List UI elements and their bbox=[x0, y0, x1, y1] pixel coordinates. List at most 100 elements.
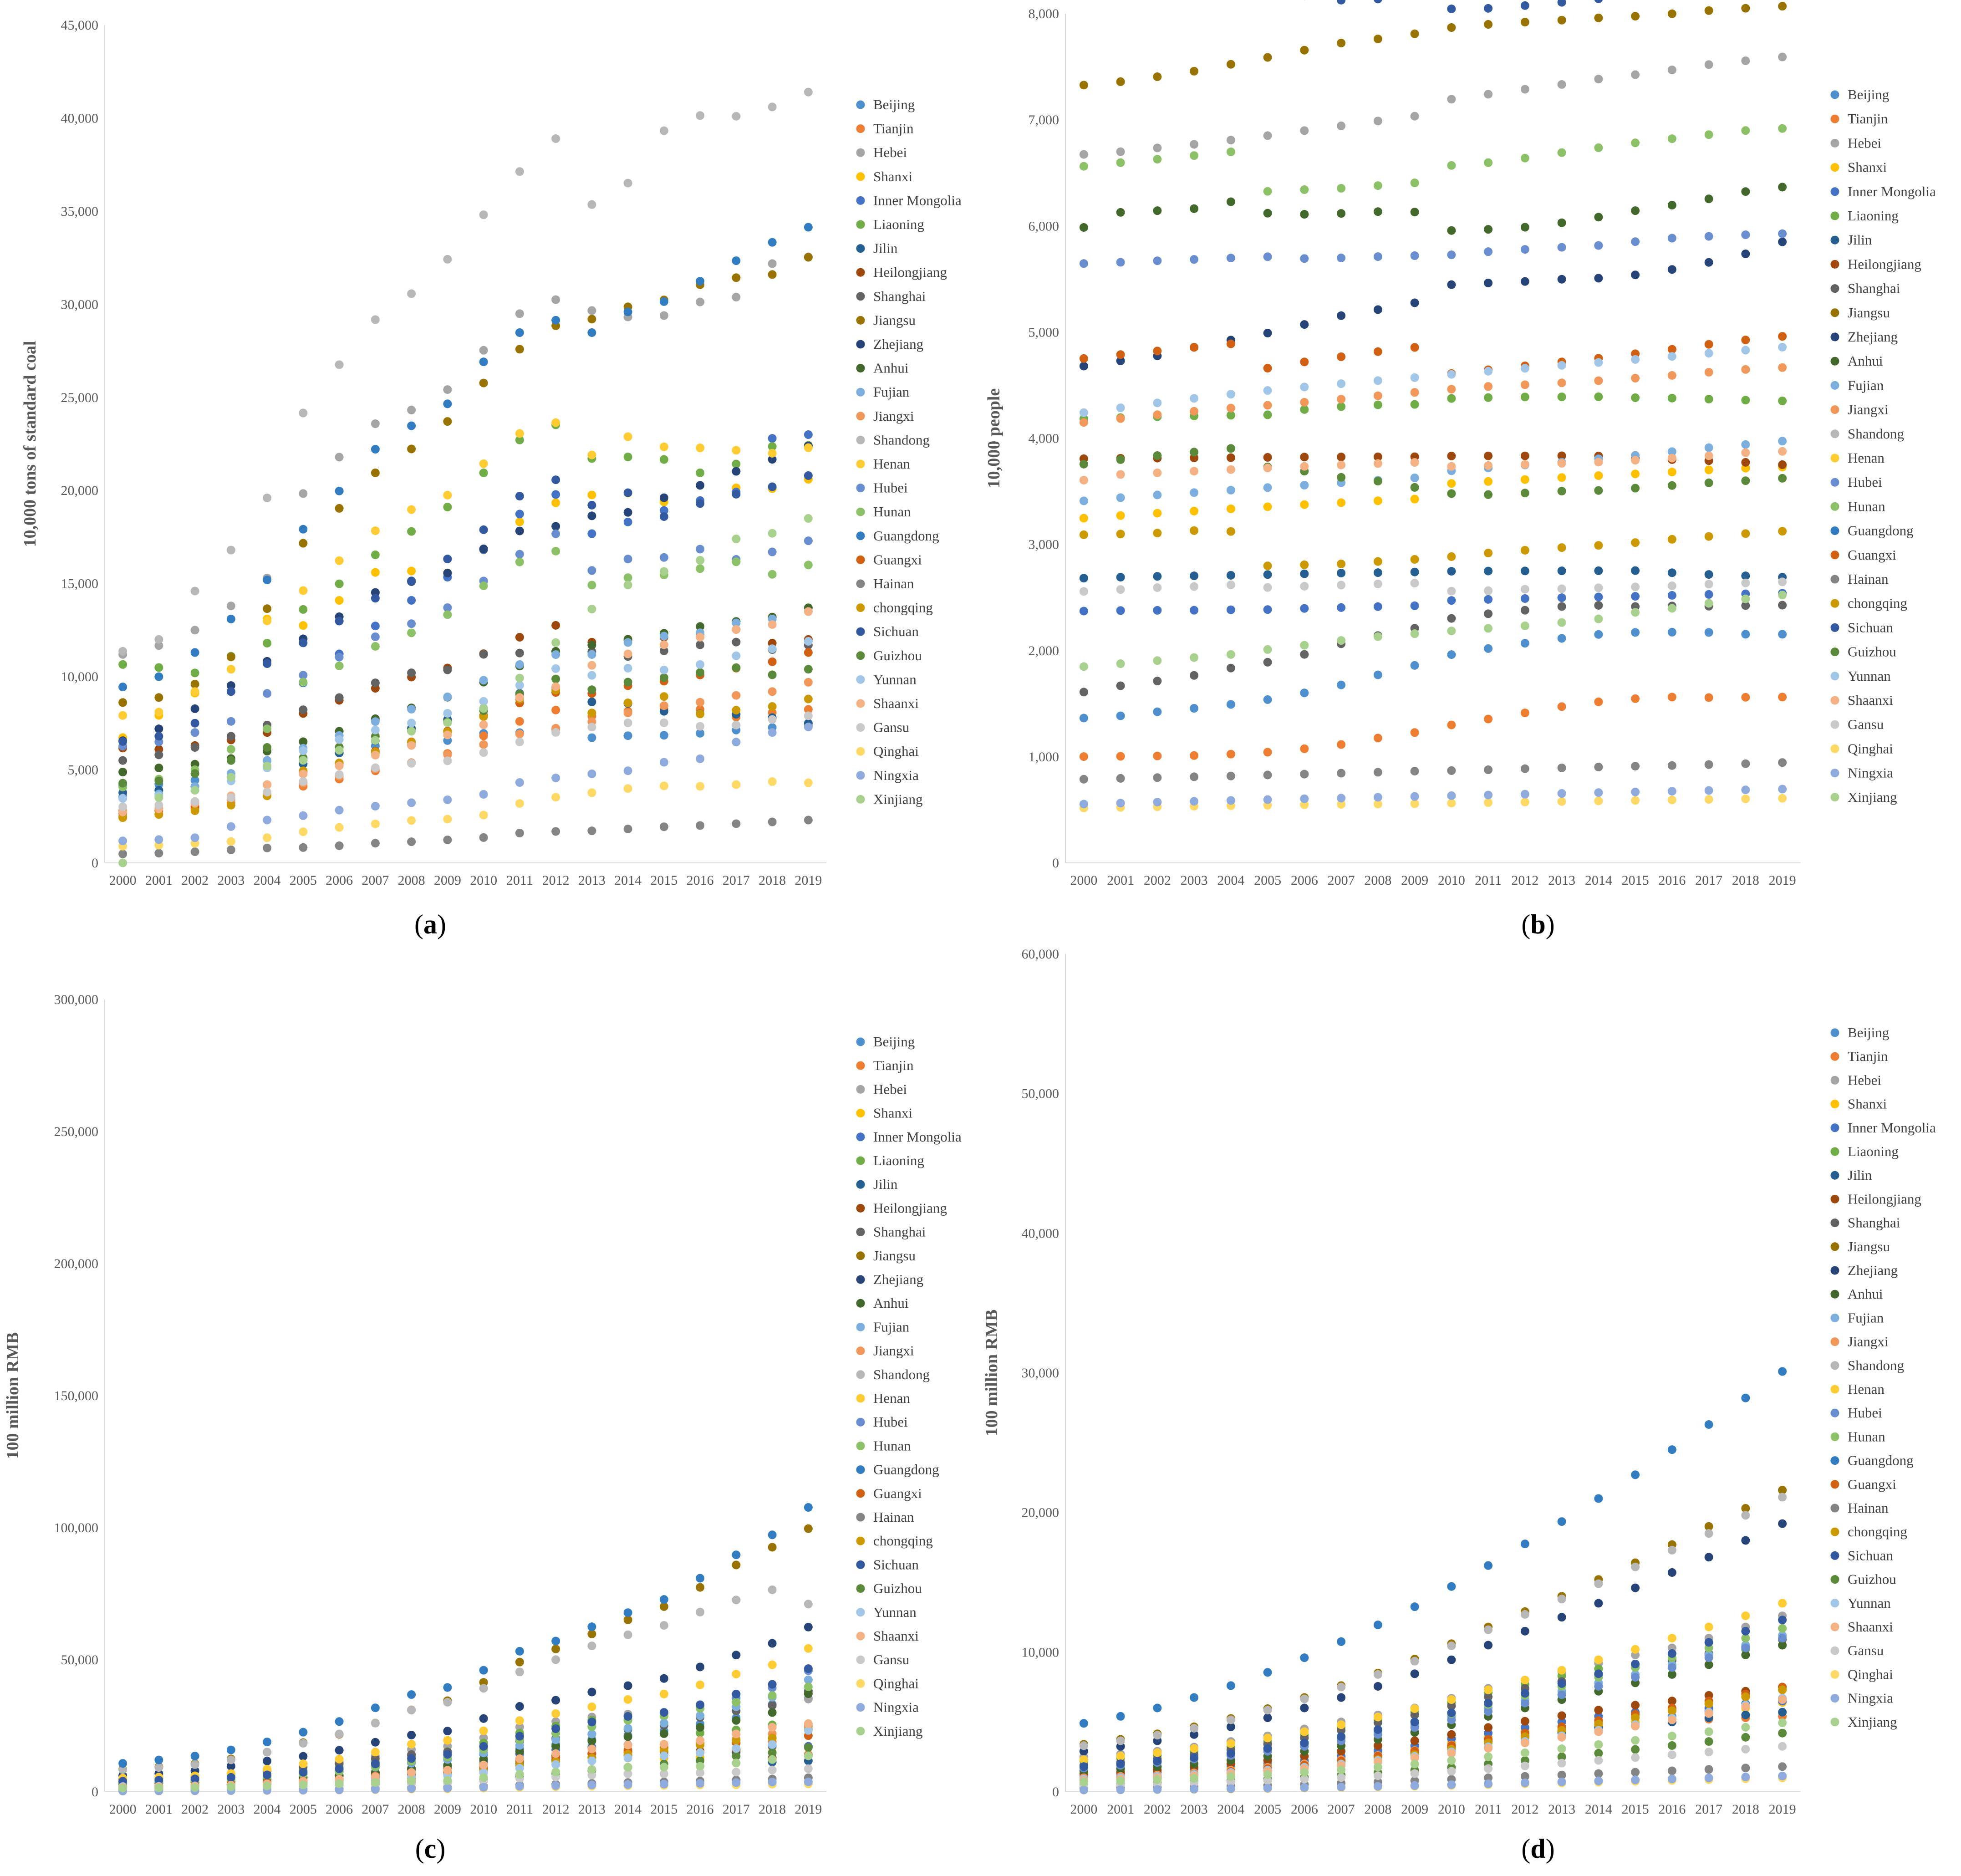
data-point bbox=[768, 644, 777, 653]
legend-marker bbox=[1830, 1622, 1839, 1631]
data-point bbox=[1778, 447, 1787, 456]
data-point bbox=[407, 289, 416, 298]
legend-marker bbox=[1830, 1313, 1839, 1322]
data-point bbox=[1226, 749, 1235, 759]
y-tick-label: 30,000 bbox=[1022, 1366, 1059, 1381]
data-point bbox=[1263, 561, 1272, 571]
data-point bbox=[515, 673, 524, 683]
data-point bbox=[1300, 569, 1309, 578]
data-point bbox=[1153, 468, 1162, 477]
data-point bbox=[551, 1760, 560, 1769]
data-point bbox=[1410, 728, 1419, 737]
data-point bbox=[804, 1764, 813, 1773]
data-point bbox=[1667, 1670, 1676, 1679]
data-point bbox=[1447, 799, 1456, 808]
legend-label: Guizhou bbox=[1848, 1571, 1896, 1587]
data-point bbox=[443, 399, 452, 408]
legend-marker bbox=[856, 1465, 865, 1474]
data-point bbox=[659, 1708, 668, 1717]
data-point bbox=[1079, 81, 1088, 90]
data-point bbox=[732, 112, 741, 121]
legend-label: Jilin bbox=[873, 240, 898, 256]
data-point bbox=[659, 822, 668, 831]
data-point bbox=[1226, 663, 1235, 673]
data-point bbox=[407, 1754, 416, 1763]
data-point bbox=[732, 256, 741, 265]
data-point bbox=[1190, 448, 1199, 457]
data-point bbox=[1153, 490, 1162, 500]
legend-label: Shanxi bbox=[873, 168, 913, 184]
data-point bbox=[732, 1736, 741, 1745]
legend-label: Liaoning bbox=[1848, 1143, 1899, 1159]
data-point bbox=[659, 455, 668, 464]
data-point bbox=[1116, 530, 1125, 539]
data-point bbox=[335, 360, 344, 369]
data-point bbox=[154, 635, 163, 644]
data-point bbox=[1741, 1764, 1750, 1773]
data-point bbox=[1410, 112, 1419, 121]
data-point bbox=[1116, 1776, 1125, 1785]
x-tick-label: 2002 bbox=[181, 873, 209, 888]
legend-marker bbox=[856, 292, 865, 301]
data-point bbox=[1153, 677, 1162, 686]
x-tick-label: 2001 bbox=[1107, 873, 1134, 888]
data-point bbox=[479, 1783, 488, 1792]
data-point bbox=[1190, 526, 1199, 535]
data-point bbox=[1667, 693, 1676, 702]
legend-label: Hebei bbox=[873, 1081, 907, 1097]
data-point bbox=[1190, 704, 1199, 713]
data-point bbox=[1300, 1727, 1309, 1736]
data-point bbox=[1263, 464, 1272, 473]
data-point bbox=[1226, 403, 1235, 413]
data-point bbox=[1447, 650, 1456, 659]
data-point bbox=[768, 728, 777, 737]
data-point bbox=[1594, 1749, 1603, 1758]
legend-label: Jiangxi bbox=[873, 408, 914, 424]
data-point bbox=[515, 1702, 524, 1711]
data-point bbox=[299, 811, 308, 820]
data-point bbox=[1263, 570, 1272, 579]
data-point bbox=[263, 1770, 272, 1779]
data-point bbox=[551, 827, 560, 836]
data-point bbox=[154, 793, 163, 802]
data-point bbox=[1116, 1759, 1125, 1769]
data-point bbox=[1631, 1701, 1640, 1710]
data-point bbox=[1410, 483, 1419, 492]
data-point bbox=[190, 679, 199, 688]
legend-label: Shaanxi bbox=[873, 1628, 919, 1644]
legend-marker bbox=[856, 1228, 865, 1237]
legend-marker bbox=[856, 1322, 865, 1331]
data-point bbox=[768, 547, 777, 556]
data-point bbox=[1373, 391, 1382, 400]
data-point bbox=[335, 1785, 344, 1794]
data-point bbox=[1079, 514, 1088, 523]
x-tick-label: 2017 bbox=[1695, 873, 1722, 888]
data-point bbox=[299, 1768, 308, 1777]
data-point bbox=[804, 1503, 813, 1512]
data-point bbox=[1373, 181, 1382, 190]
data-point bbox=[1190, 1693, 1199, 1702]
legend-marker bbox=[1830, 599, 1839, 608]
legend-marker bbox=[856, 699, 865, 708]
data-point bbox=[1594, 592, 1603, 602]
data-point bbox=[804, 1675, 813, 1684]
data-point bbox=[1557, 1752, 1566, 1761]
data-point bbox=[1153, 583, 1162, 592]
data-point bbox=[1300, 398, 1309, 407]
data-point bbox=[479, 748, 488, 757]
legend-marker bbox=[1830, 1361, 1839, 1370]
data-point bbox=[1594, 541, 1603, 550]
data-point bbox=[1263, 605, 1272, 614]
data-point bbox=[515, 345, 524, 354]
legend-marker bbox=[856, 1037, 865, 1046]
data-point bbox=[1079, 752, 1088, 761]
x-tick-label: 2012 bbox=[542, 1802, 570, 1817]
data-point bbox=[551, 793, 560, 802]
data-point bbox=[1079, 587, 1088, 596]
data-point bbox=[623, 766, 632, 775]
data-point bbox=[1631, 237, 1640, 246]
data-point bbox=[1704, 570, 1713, 579]
data-point bbox=[1520, 709, 1529, 718]
data-point bbox=[263, 743, 272, 752]
data-point bbox=[299, 1752, 308, 1761]
